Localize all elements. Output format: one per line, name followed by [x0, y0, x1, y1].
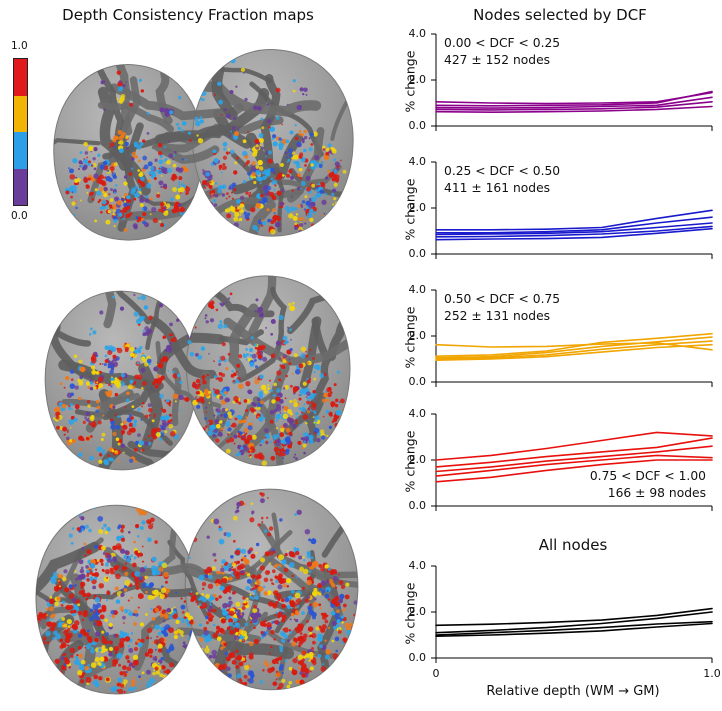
- dcf-plot-2: [431, 161, 713, 259]
- y-tick-label: 0.0: [408, 499, 427, 512]
- left-panel-title: Depth Consistency Fraction maps: [62, 6, 314, 24]
- y-tick-label: 2.0: [408, 201, 427, 214]
- x-tick-label: 0: [432, 667, 440, 680]
- y-tick-label: 2.0: [408, 453, 427, 466]
- y-tick-label: 4.0: [408, 559, 427, 572]
- colorbar: [13, 58, 28, 206]
- all-nodes-title: All nodes: [538, 536, 608, 554]
- y-tick-label: 0.0: [408, 375, 427, 388]
- colorbar-segment-blue: [14, 132, 27, 169]
- colorbar-max-label: 1.0: [11, 40, 28, 52]
- dcf-plot-1: [431, 33, 713, 131]
- y-tick-label: 4.0: [408, 407, 427, 420]
- brain-map-1: [53, 49, 354, 241]
- brain-map-3: [35, 488, 359, 695]
- brain-map-2: [44, 275, 351, 471]
- annotation-dcf-3: 0.50 < DCF < 0.75 252 ± 131 nodes: [444, 292, 561, 323]
- colorbar-segment-purple: [14, 168, 27, 205]
- y-tick-label: 2.0: [408, 605, 427, 618]
- y-tick-label: 4.0: [408, 283, 427, 296]
- y-tick-label: 2.0: [408, 329, 427, 342]
- y-tick-label: 0.0: [408, 119, 427, 132]
- y-tick-label: 4.0: [408, 155, 427, 168]
- annotation-dcf-4: 0.75 < DCF < 1.00 166 ± 98 nodes: [589, 469, 706, 500]
- right-panel-title: Nodes selected by DCF: [473, 6, 647, 24]
- y-tick-label: 4.0: [408, 27, 427, 40]
- y-tick-label: 0.0: [408, 651, 427, 664]
- x-tick-label: 1.0: [703, 667, 721, 680]
- y-tick-label: 0.0: [408, 247, 427, 260]
- all-nodes-plot: [431, 565, 713, 663]
- annotation-dcf-1: 0.00 < DCF < 0.25 427 ± 152 nodes: [444, 36, 561, 67]
- dcf-plot-4: [431, 413, 713, 511]
- x-axis-label: Relative depth (WM → GM): [486, 684, 660, 699]
- colorbar-segment-red: [14, 59, 27, 96]
- y-tick-label: 2.0: [408, 73, 427, 86]
- colorbar-min-label: 0.0: [11, 210, 28, 222]
- colorbar-segment-yellow: [14, 95, 27, 132]
- dcf-plot-3: [431, 289, 713, 387]
- annotation-dcf-2: 0.25 < DCF < 0.50 411 ± 161 nodes: [444, 164, 561, 195]
